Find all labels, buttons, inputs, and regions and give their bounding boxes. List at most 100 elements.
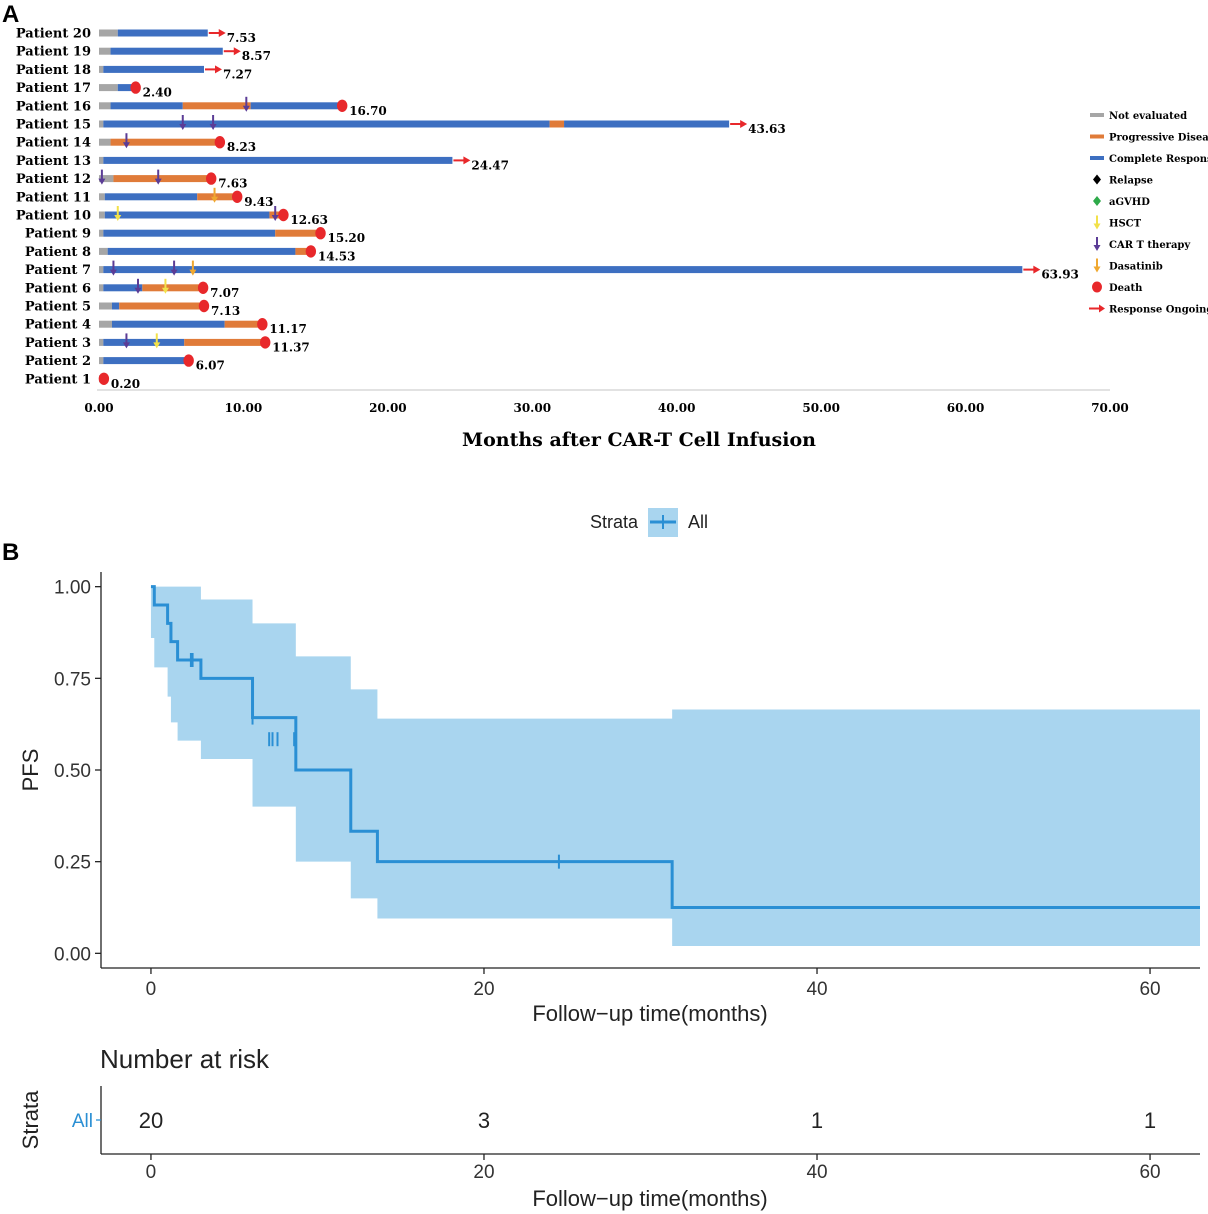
swimmer-segment-progressive [110, 138, 218, 146]
legend-swatch-arrow-head [1099, 304, 1105, 313]
hsct-event-marker [114, 206, 122, 221]
km-survival-line [150, 585, 1200, 909]
km-legend-label-all: All [688, 512, 708, 532]
swimmer-segment-progressive [119, 302, 202, 310]
hsct-event-marker [161, 278, 169, 294]
swimmer-value-label: 7.07 [210, 286, 239, 300]
patient-label: Patient 16 [16, 99, 91, 114]
swimmer-row-patient-17: Patient 17 2.40 [16, 81, 172, 100]
legend-swatch-arrow-head [1093, 245, 1101, 251]
swimmer-segment-complete [110, 47, 223, 55]
swimmer-x-tick-label: 20.00 [369, 401, 407, 415]
death-marker [278, 208, 289, 222]
swimmer-segment-not-evaluated [99, 357, 104, 365]
legend-swatch-right-arrow [1089, 304, 1105, 313]
death-marker [98, 372, 110, 385]
km-y-tick-label: 0.25 [54, 853, 91, 874]
swimmer-row-patient-7: Patient 7 63.93 [25, 260, 1079, 282]
response-ongoing-arrow [453, 156, 471, 165]
swimmer-value-label: 12.63 [290, 213, 328, 227]
legend-swatch-arrow [1093, 237, 1101, 251]
swimmer-segment-progressive [184, 338, 264, 346]
swimmer-segment-complete [104, 211, 270, 219]
cart-event-marker [109, 260, 117, 276]
response-ongoing-arrow [204, 65, 222, 74]
legend-item-death: Death [1092, 281, 1143, 294]
swimmer-plot: 0.00 10.00 20.00 30.00 40.00 50.00 60.00 70.00 P… [16, 27, 1208, 416]
patient-label: Patient 4 [25, 318, 91, 333]
swimmer-value-label: 11.37 [272, 340, 310, 354]
swimmer-x-tick-label: 40.00 [658, 401, 696, 415]
patient-label: Patient 15 [16, 118, 91, 133]
patient-label: Patient 19 [16, 45, 91, 60]
legend-label: HSCT [1109, 219, 1142, 230]
swimmer-segment-progressive [224, 320, 261, 328]
swimmer-segment-progressive [549, 120, 565, 128]
swimmer-row-patient-20: Patient 20 7.53 [16, 27, 256, 46]
swimmer-value-label: 7.27 [223, 67, 252, 81]
cart-event-marker [179, 115, 187, 130]
death-marker [315, 227, 326, 240]
risk-strata-label: All [72, 1111, 93, 1132]
legend-swatch-line [1090, 134, 1104, 139]
swimmer-x-tick-label: 0.00 [84, 401, 113, 415]
dasatinib-event-marker [189, 260, 197, 276]
legend-label: Complete Response [1109, 154, 1208, 165]
legend-item-dasatinib: Dasatinib [1093, 258, 1163, 273]
swimmer-row-patient-5: Patient 5 7.13 [25, 300, 240, 319]
patient-label: Patient 10 [16, 209, 91, 224]
legend-item-relapse: Relapse [1093, 174, 1153, 187]
swimmer-segment-not-evaluated [99, 138, 111, 146]
response-ongoing-arrow [223, 47, 241, 56]
swimmer-segment-complete [103, 357, 187, 365]
swimmer-segment-complete [104, 193, 198, 201]
swimmer-segment-not-evaluated [99, 302, 112, 310]
swimmer-segment-not-evaluated [99, 211, 105, 219]
swimmer-row-patient-2: Patient 2 6.07 [25, 354, 225, 373]
swimmer-segment-progressive [295, 247, 309, 255]
swimmer-x-tick-label: 60.00 [947, 401, 985, 415]
legend-label: Progressive Disease [1109, 133, 1208, 144]
cart-event-marker [98, 169, 106, 185]
swimmer-segment-not-evaluated [99, 229, 104, 237]
legend-swatch-circle [1092, 281, 1102, 293]
km-y-tick-label: 0.00 [54, 944, 91, 965]
swimmer-x-tick-label: 70.00 [1091, 401, 1129, 415]
swimmer-x-tick-label: 30.00 [513, 401, 551, 415]
response-ongoing-arrow [730, 120, 748, 128]
patient-label: Patient 5 [25, 300, 91, 315]
swimmer-row-patient-12: Patient 12 7.63 [16, 169, 247, 191]
cart-event-marker [122, 333, 130, 349]
death-marker [214, 136, 226, 149]
swimmer-value-label: 14.53 [318, 249, 356, 263]
legend-label: Not evaluated [1109, 111, 1187, 122]
swimmer-segment-not-evaluated [99, 47, 111, 55]
legend-item-agvhd: aGVHD [1093, 196, 1150, 208]
swimmer-row-patient-1: Patient 1 0.20 [25, 372, 140, 391]
swimmer-row-patient-6: Patient 6 7.07 [25, 278, 239, 300]
swimmer-x-tick-label: 10.00 [225, 401, 263, 415]
swimmer-segment-not-evaluated [99, 65, 104, 73]
cart-event-marker [170, 260, 178, 276]
cart-event-marker [242, 96, 250, 112]
swimmer-row-patient-8: Patient 8 14.53 [25, 245, 356, 264]
swimmer-segment-complete [250, 102, 341, 110]
swimmer-segment-complete [103, 284, 143, 292]
death-marker [197, 281, 209, 294]
legend-item-complete: Complete Response [1090, 154, 1208, 165]
legend-swatch-line [1090, 156, 1104, 160]
legend-item-not-evaluated: Not evaluated [1090, 111, 1187, 122]
death-marker [205, 172, 217, 185]
swimmer-value-label: 43.63 [748, 122, 786, 136]
hsct-event-marker [153, 333, 161, 349]
patient-label: Patient 20 [16, 27, 91, 42]
swimmer-value-label: 8.23 [227, 140, 256, 154]
legend-swatch-arrow-head [1093, 223, 1101, 230]
swimmer-legend: Not evaluated Progressive Disease Complete… [1089, 111, 1208, 316]
swimmer-value-label: 7.53 [227, 31, 256, 45]
legend-label: Death [1109, 283, 1143, 294]
risk-table-y-axis-label: Strata [18, 1090, 43, 1149]
patient-label: Patient 18 [16, 63, 91, 78]
patient-label: Patient 13 [16, 154, 91, 169]
swimmer-segment-not-evaluated [99, 338, 104, 346]
